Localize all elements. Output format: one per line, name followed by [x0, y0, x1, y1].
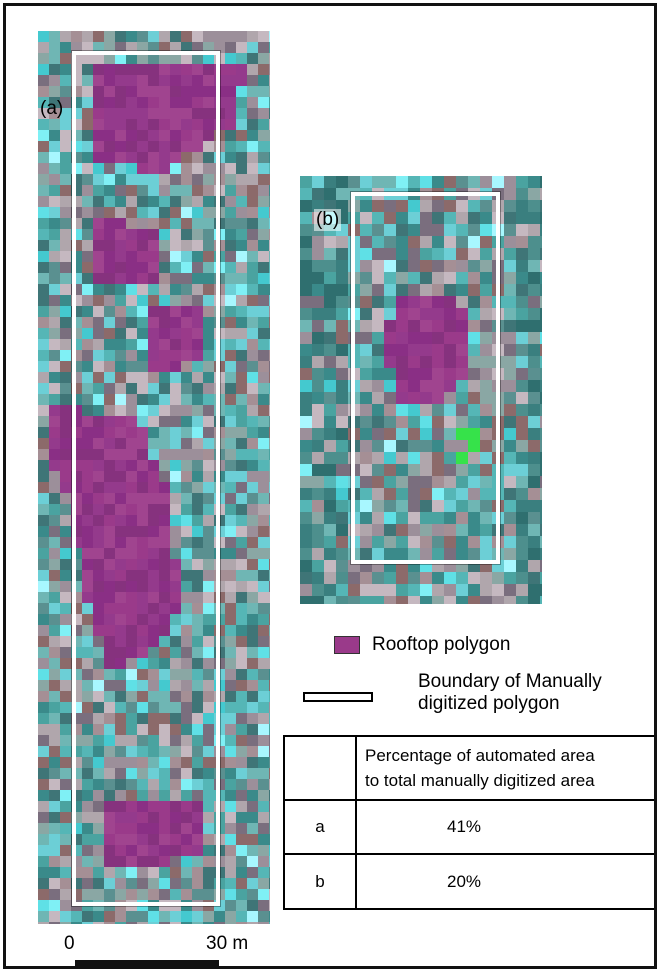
manual-boundary-a — [72, 51, 220, 906]
scale-end-label: 30 m — [206, 933, 249, 954]
table-header-blank — [283, 735, 357, 801]
panel-label-a: (a) — [40, 98, 64, 119]
satellite-image-a — [38, 31, 270, 924]
boundary-legend-swatch — [303, 692, 373, 702]
table-row-label: a — [283, 799, 357, 855]
table-header-line2: to total manually digitized area — [365, 771, 595, 790]
table-row: b 20% — [283, 853, 654, 910]
rooftop-legend-swatch — [334, 636, 360, 654]
area-percentage-table: Percentage of automated area to total ma… — [283, 735, 654, 910]
scale-bar — [75, 960, 219, 966]
table-header-line1: Percentage of automated area — [365, 746, 595, 765]
rooftop-legend-label: Rooftop polygon — [372, 634, 511, 655]
boundary-legend-line2: digitized polygon — [418, 693, 560, 714]
table-row-value: 41% — [355, 799, 654, 855]
manual-boundary-b — [351, 192, 500, 564]
image-panel-b — [300, 176, 542, 604]
table-header-cell: Percentage of automated area to total ma… — [355, 735, 654, 801]
satellite-image-b — [300, 176, 542, 604]
scale-start-label: 0 — [64, 933, 75, 954]
table-row-label: b — [283, 853, 357, 910]
table-row-value: 20% — [355, 853, 654, 910]
table-row: a 41% — [283, 799, 654, 855]
table-header-row: Percentage of automated area to total ma… — [283, 735, 654, 801]
figure-frame: (a) (b) Rooftop polygon Boundary of Manu… — [3, 3, 657, 969]
image-panel-a — [38, 31, 270, 924]
panel-label-b: (b) — [314, 209, 342, 231]
boundary-legend-label: Boundary of Manually digitized polygon — [418, 671, 602, 715]
boundary-legend-line1: Boundary of Manually — [418, 671, 602, 692]
